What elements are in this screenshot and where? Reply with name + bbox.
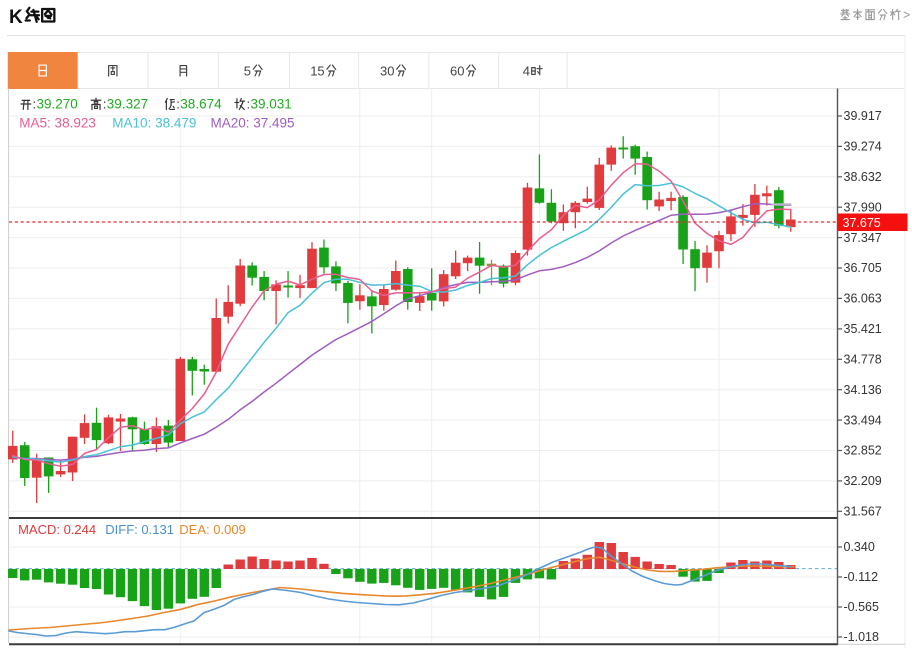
svg-text:5: 5 (244, 64, 251, 79)
svg-text:35.421: 35.421 (844, 322, 882, 336)
svg-text:DEA: 0.009: DEA: 0.009 (179, 522, 246, 537)
svg-text::: : (176, 97, 180, 112)
svg-text:-1.018: -1.018 (844, 630, 879, 644)
svg-text:32.852: 32.852 (844, 444, 882, 458)
svg-text:31.567: 31.567 (844, 505, 882, 519)
svg-text:60: 60 (450, 64, 464, 79)
svg-text:39.274: 39.274 (844, 140, 882, 154)
svg-text:39.031: 39.031 (251, 97, 292, 112)
svg-text:37.347: 37.347 (844, 231, 882, 245)
svg-text:MA5: 38.923: MA5: 38.923 (19, 116, 96, 131)
svg-text:34.778: 34.778 (844, 353, 882, 367)
svg-text:34.136: 34.136 (844, 383, 882, 397)
svg-text:39.270: 39.270 (37, 97, 78, 112)
svg-text:38.632: 38.632 (844, 170, 882, 184)
svg-text:15: 15 (310, 64, 324, 79)
svg-text:-0.112: -0.112 (844, 570, 879, 584)
svg-text:K: K (9, 7, 23, 28)
svg-text:MA20: 37.495: MA20: 37.495 (211, 116, 295, 131)
svg-text:4: 4 (523, 64, 530, 79)
svg-text::: : (33, 97, 37, 112)
svg-text:MACD: 0.244: MACD: 0.244 (18, 522, 96, 537)
svg-text:DIFF: 0.131: DIFF: 0.131 (105, 522, 174, 537)
svg-text:39.917: 39.917 (844, 109, 882, 123)
svg-text:30: 30 (380, 64, 394, 79)
svg-text:0.340: 0.340 (844, 540, 875, 554)
svg-text:32.209: 32.209 (844, 474, 882, 488)
svg-text:36.063: 36.063 (844, 292, 882, 306)
svg-text:39.327: 39.327 (107, 97, 148, 112)
svg-text::: : (247, 97, 251, 112)
svg-text:33.494: 33.494 (844, 413, 882, 427)
svg-text:-0.565: -0.565 (844, 600, 879, 614)
svg-text::: : (103, 97, 107, 112)
svg-text:38.674: 38.674 (180, 97, 222, 112)
svg-text:MA10: 38.479: MA10: 38.479 (112, 116, 196, 131)
svg-text:37.990: 37.990 (844, 200, 882, 214)
svg-text:>: > (903, 8, 910, 22)
svg-text:37.675: 37.675 (843, 216, 881, 230)
svg-text:36.705: 36.705 (844, 261, 882, 275)
